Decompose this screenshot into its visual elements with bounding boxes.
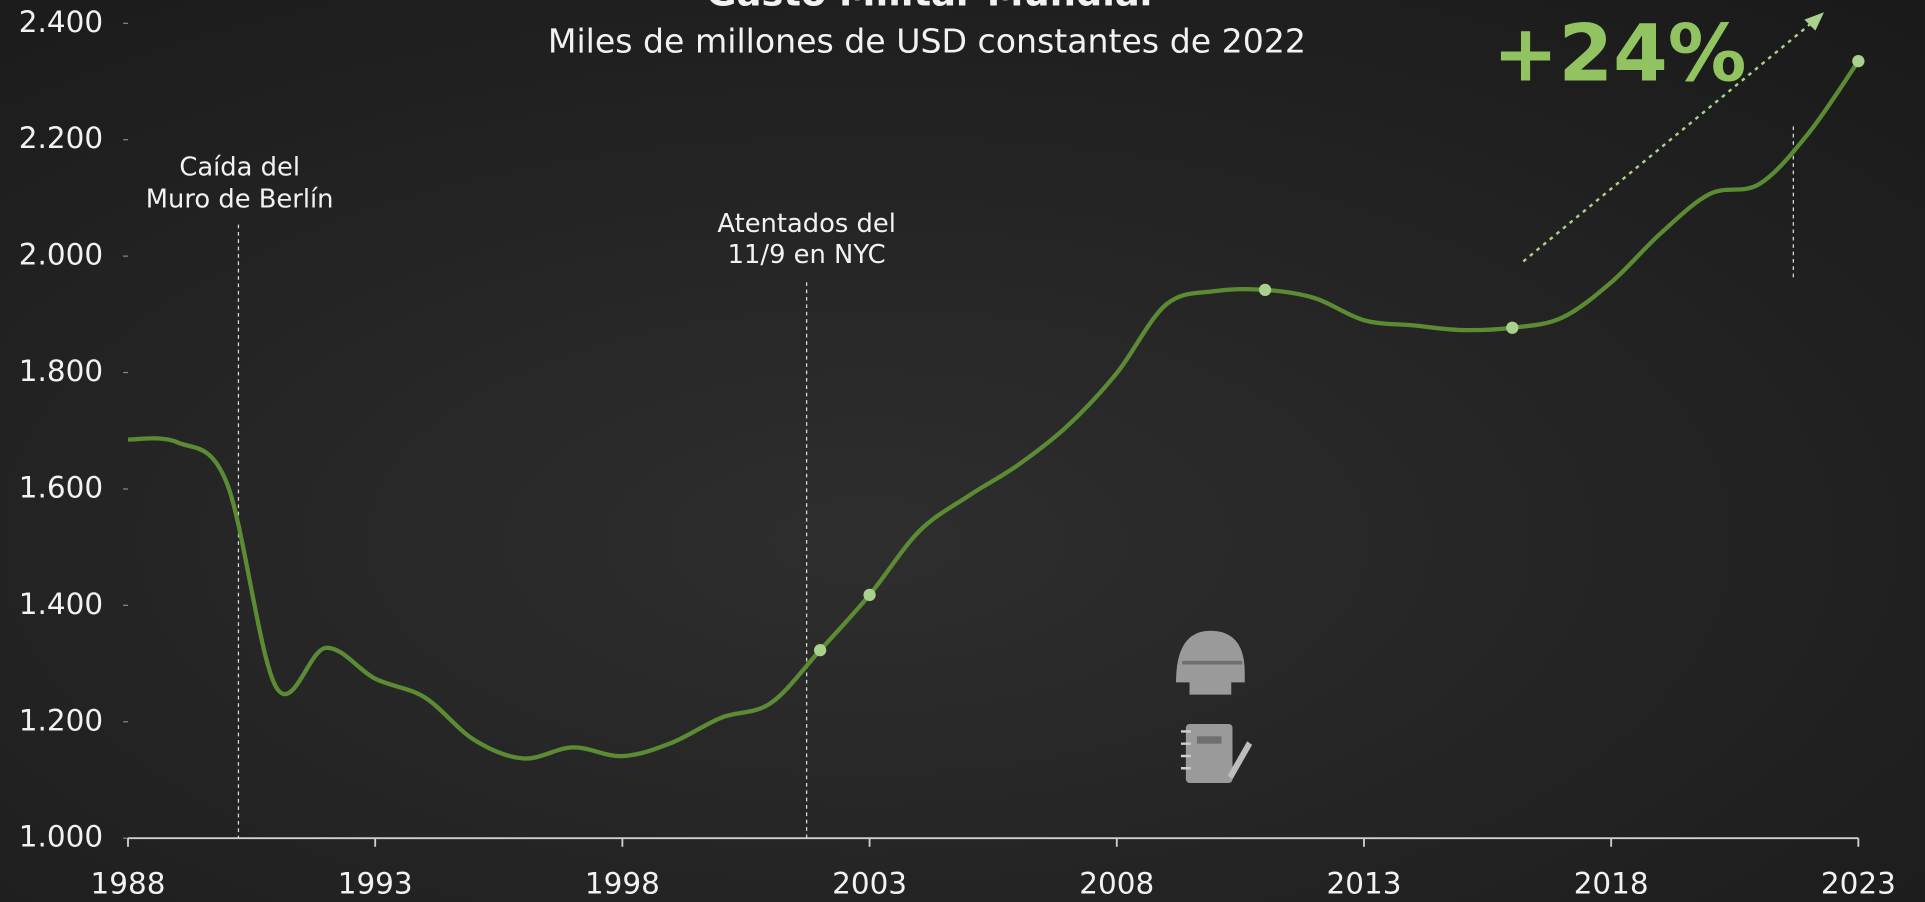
- highlight-point: [1258, 283, 1272, 297]
- y-tick-label: 2.200: [19, 121, 103, 155]
- highlight-point: [814, 644, 827, 657]
- notebook-icon: [1180, 724, 1253, 783]
- x-tick-label: 2013: [1327, 866, 1402, 900]
- y-tick-label: 1.800: [19, 354, 103, 388]
- x-tick-label: 1998: [585, 866, 660, 900]
- x-tick-label: 2023: [1821, 866, 1896, 900]
- annotation: Caída del: [179, 153, 300, 183]
- highlight-point: [1852, 55, 1865, 68]
- highlight-point: [1506, 321, 1519, 334]
- y-tick-label: 1.600: [19, 470, 103, 504]
- x-tick-label: 2008: [1079, 866, 1154, 900]
- x-tick-label: 2003: [832, 866, 907, 900]
- chart-subtitle: Miles de millones de USD constantes de 2…: [548, 21, 1306, 60]
- highlight-point: [863, 588, 876, 602]
- growth-label: +24%: [1493, 7, 1747, 99]
- y-tick-label: 1.000: [19, 820, 103, 854]
- y-tick-label: 2.000: [19, 238, 103, 272]
- x-tick-label: 1993: [338, 866, 413, 900]
- y-tick-label: 1.200: [19, 703, 103, 737]
- x-tick-label: 1988: [91, 866, 166, 900]
- arrow-head: [1804, 12, 1825, 31]
- annotation: Atentados del: [717, 209, 895, 239]
- chart-title: Gasto Militar Mundial: [706, 0, 1152, 15]
- helmet-icon: [1176, 630, 1245, 695]
- growth-arrow: [1522, 19, 1815, 263]
- x-tick-label: 2018: [1574, 866, 1649, 900]
- y-tick-label: 2.400: [19, 5, 103, 39]
- annotation: 11/9 en NYC: [728, 240, 886, 270]
- annotation: Muro de Berlín: [146, 185, 334, 215]
- line-series: [127, 59, 1861, 761]
- y-tick-label: 1.400: [19, 587, 103, 621]
